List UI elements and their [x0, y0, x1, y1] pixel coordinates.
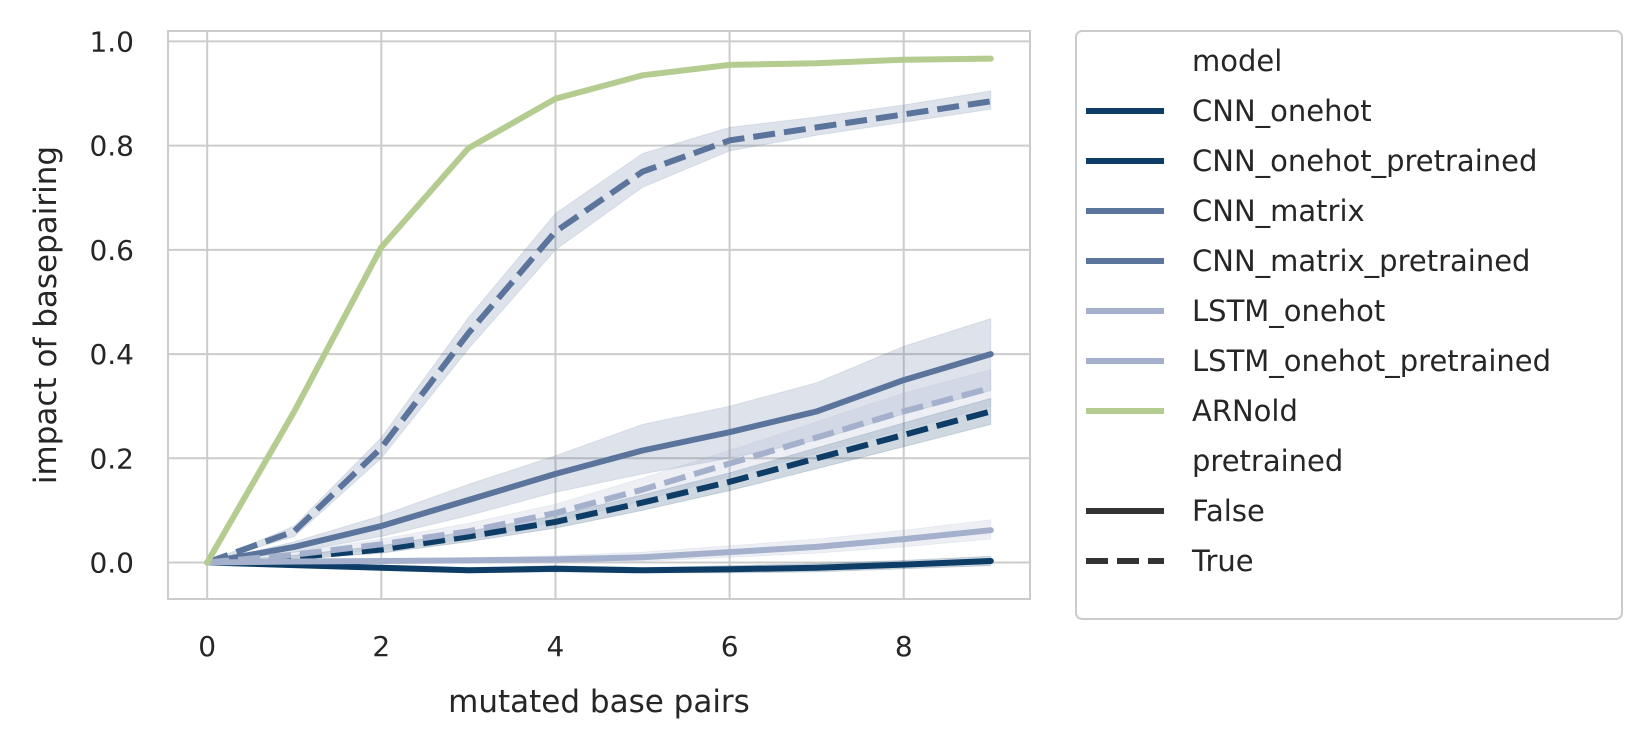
series-lines: [204, 55, 994, 574]
y-tick-label: 0.4: [89, 338, 134, 371]
band-cnn-onehot-pretrained: [207, 397, 992, 563]
band-cnn-matrix-pretrained: [207, 90, 992, 563]
x-tick-label: 6: [721, 630, 739, 663]
line-cnn-matrix-pretrained: [206, 98, 992, 566]
legend: model CNN_onehot CNN_onehot_pretrained CNN_…: [1075, 30, 1623, 620]
legend-item-lstm-onehot-label: LSTM_onehot: [1192, 294, 1385, 328]
line-cnn-onehot-pretrained: [207, 408, 992, 566]
y-axis-label: impact of basepairing: [28, 146, 64, 484]
line-cnn-onehot: [204, 558, 994, 574]
x-tick-label: 4: [547, 630, 565, 663]
line-cnn-matrix: [204, 351, 994, 566]
band-lstm-onehot-pretrained: [207, 369, 992, 563]
y-tick-label: 0.2: [89, 442, 134, 475]
legend-item-cnn-matrix-label: CNN_matrix: [1192, 194, 1365, 228]
x-tick-label: 0: [198, 630, 216, 663]
line-lstm-onehot-pretrained: [206, 385, 992, 566]
x-tick-label: 2: [372, 630, 390, 663]
y-tick-label: 1.0: [89, 25, 134, 58]
legend-title-pretrained: pretrained: [1192, 444, 1343, 478]
legend-item-cnn-onehot-pretrained-label: CNN_onehot_pretrained: [1192, 144, 1537, 178]
line-lstm-onehot: [204, 527, 994, 566]
y-tick-label: 0.0: [89, 547, 134, 580]
line-arnold: [204, 55, 994, 566]
legend-item-cnn-matrix-pretrained-label: CNN_matrix_pretrained: [1192, 244, 1530, 278]
y-tick-label: 0.8: [89, 130, 134, 163]
x-axis-label: mutated base pairs: [448, 684, 750, 720]
legend-item-false-label: False: [1192, 494, 1265, 528]
tick-labels: 0 2 4 6 8 0.0 0.2 0.4 0.6 0.8 1.0: [89, 25, 912, 663]
legend-frame: [1075, 30, 1623, 620]
legend-item-true-label: True: [1191, 544, 1254, 578]
y-tick-label: 0.6: [89, 234, 134, 267]
legend-item-arnold-label: ARNold: [1192, 394, 1298, 428]
legend-item-lstm-onehot-pretrained-label: LSTM_onehot_pretrained: [1192, 344, 1551, 378]
legend-items: model CNN_onehot CNN_onehot_pretrained CNN_…: [1086, 44, 1551, 578]
legend-title-model: model: [1192, 44, 1282, 78]
legend-item-cnn-onehot-label: CNN_onehot: [1192, 94, 1372, 128]
x-tick-label: 8: [895, 630, 913, 663]
plot-frame: [167, 30, 1031, 600]
